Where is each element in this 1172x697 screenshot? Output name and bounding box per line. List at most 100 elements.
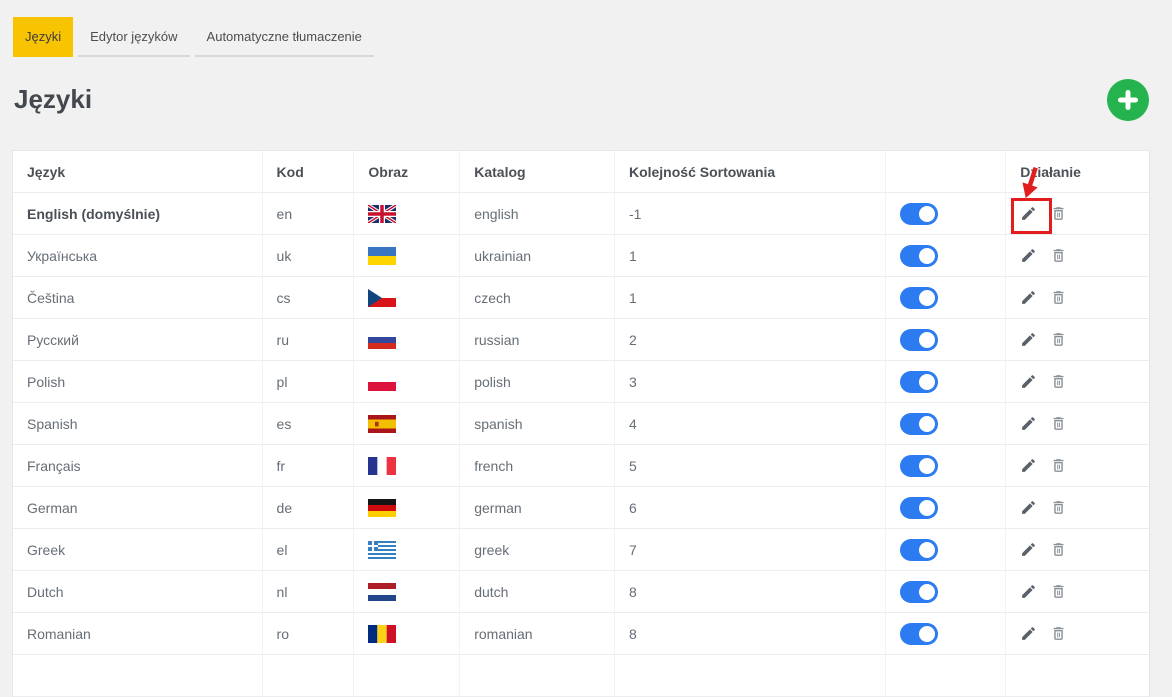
edit-button[interactable] <box>1020 415 1037 432</box>
flag-nl-icon <box>368 582 397 601</box>
language-name: Spanish <box>27 415 78 432</box>
delete-button[interactable] <box>1050 247 1067 264</box>
table-row: Dutch nl dutch 8 <box>13 571 1149 613</box>
edit-button[interactable] <box>1020 331 1037 348</box>
trash-icon <box>1053 585 1064 598</box>
edit-button[interactable] <box>1020 289 1037 306</box>
language-code: pl <box>276 373 288 390</box>
edit-button[interactable] <box>1020 583 1037 600</box>
languages-table: Język Kod Obraz Katalog Kolejność Sortow… <box>12 150 1150 697</box>
language-name: Українська <box>27 247 98 264</box>
enabled-toggle[interactable] <box>900 244 939 267</box>
delete-button[interactable] <box>1050 205 1067 222</box>
header-obraz: Obraz <box>354 151 461 192</box>
catalog-name: spanish <box>474 415 523 432</box>
enabled-toggle[interactable] <box>900 580 939 603</box>
language-code: uk <box>276 247 292 264</box>
catalog-name: english <box>474 205 519 222</box>
toggle-knob <box>919 583 936 600</box>
table-row: Français fr french 5 <box>13 445 1149 487</box>
delete-button[interactable] <box>1050 625 1067 642</box>
table-row: Spanish es spanish 4 <box>13 403 1149 445</box>
flag-fr-icon <box>368 456 397 475</box>
enabled-toggle[interactable] <box>900 286 939 309</box>
trash-icon <box>1053 333 1064 346</box>
language-name: Русский <box>27 331 79 348</box>
sort-order-value: 4 <box>628 415 637 432</box>
enabled-toggle[interactable] <box>900 202 939 225</box>
language-name: Čeština <box>27 289 75 306</box>
catalog-name: polish <box>474 373 511 390</box>
enabled-toggle[interactable] <box>900 328 939 351</box>
edit-button[interactable] <box>1020 625 1037 642</box>
toggle-knob <box>919 541 936 558</box>
delete-button[interactable] <box>1050 499 1067 516</box>
edit-button[interactable] <box>1020 541 1037 558</box>
trash-icon <box>1053 459 1064 472</box>
flag-ua-icon <box>368 246 397 265</box>
flag-gr-icon <box>368 540 397 559</box>
sort-order-value: 2 <box>628 331 637 348</box>
delete-button[interactable] <box>1050 373 1067 390</box>
language-code: cs <box>276 289 291 306</box>
pencil-icon <box>1022 543 1036 556</box>
add-language-button[interactable] <box>1107 79 1149 121</box>
catalog-name: romanian <box>474 625 533 642</box>
language-code: de <box>276 499 293 516</box>
language-name: Dutch <box>27 583 64 600</box>
pencil-icon <box>1022 585 1036 598</box>
tab-jezyki[interactable]: Języki <box>13 17 74 57</box>
edit-button[interactable] <box>1020 247 1037 264</box>
sort-order-value: 1 <box>628 289 637 306</box>
header-kolejnosc: Kolejność Sortowania <box>615 151 887 192</box>
delete-button[interactable] <box>1050 289 1067 306</box>
enabled-toggle[interactable] <box>900 538 939 561</box>
trash-icon <box>1053 249 1064 262</box>
trash-icon <box>1053 291 1064 304</box>
delete-button[interactable] <box>1050 415 1067 432</box>
trash-icon <box>1053 375 1064 388</box>
header-status <box>886 151 1007 192</box>
edit-button[interactable] <box>1020 373 1037 390</box>
flag-pl-icon <box>368 372 397 391</box>
enabled-toggle[interactable] <box>900 412 939 435</box>
language-name: German <box>27 499 78 516</box>
toggle-knob <box>919 457 936 474</box>
delete-button[interactable] <box>1050 457 1067 474</box>
language-name: Greek <box>27 541 66 558</box>
language-name: English (domyślnie) <box>27 205 161 222</box>
enabled-toggle[interactable] <box>900 622 939 645</box>
table-row: Українська uk ukrainian 1 <box>13 235 1149 277</box>
edit-button[interactable] <box>1020 457 1037 474</box>
language-name: Polish <box>27 373 66 390</box>
trash-icon <box>1053 207 1064 220</box>
catalog-name: russian <box>474 331 520 348</box>
delete-button[interactable] <box>1050 541 1067 558</box>
tab-edytor-jezykow[interactable]: Edytor języków <box>78 17 190 57</box>
language-code: fr <box>276 457 286 474</box>
delete-button[interactable] <box>1050 331 1067 348</box>
flag-es-icon <box>368 414 397 433</box>
enabled-toggle[interactable] <box>900 496 939 519</box>
flag-cz-icon <box>368 288 397 307</box>
header-kod: Kod <box>263 151 355 192</box>
flag-ro-icon <box>368 624 397 643</box>
trash-icon <box>1053 501 1064 514</box>
enabled-toggle[interactable] <box>900 370 939 393</box>
pencil-icon <box>1022 375 1036 388</box>
sort-order-value: -1 <box>628 205 642 222</box>
table-header-row: Język Kod Obraz Katalog Kolejność Sortow… <box>13 151 1149 193</box>
delete-button[interactable] <box>1050 583 1067 600</box>
toggle-knob <box>919 499 936 516</box>
trash-icon <box>1053 543 1064 556</box>
edit-button[interactable] <box>1020 499 1037 516</box>
table-row: Čeština cs czech 1 <box>13 277 1149 319</box>
pencil-icon <box>1022 333 1036 346</box>
tab-automatyczne-tlumaczenie[interactable]: Automatyczne tłumaczenie <box>194 17 374 57</box>
sort-order-value: 7 <box>628 541 637 558</box>
edit-button[interactable] <box>1011 167 1053 234</box>
enabled-toggle[interactable] <box>900 454 939 477</box>
toggle-knob <box>919 205 936 222</box>
sort-order-value: 8 <box>628 583 637 600</box>
catalog-name: german <box>474 499 522 516</box>
